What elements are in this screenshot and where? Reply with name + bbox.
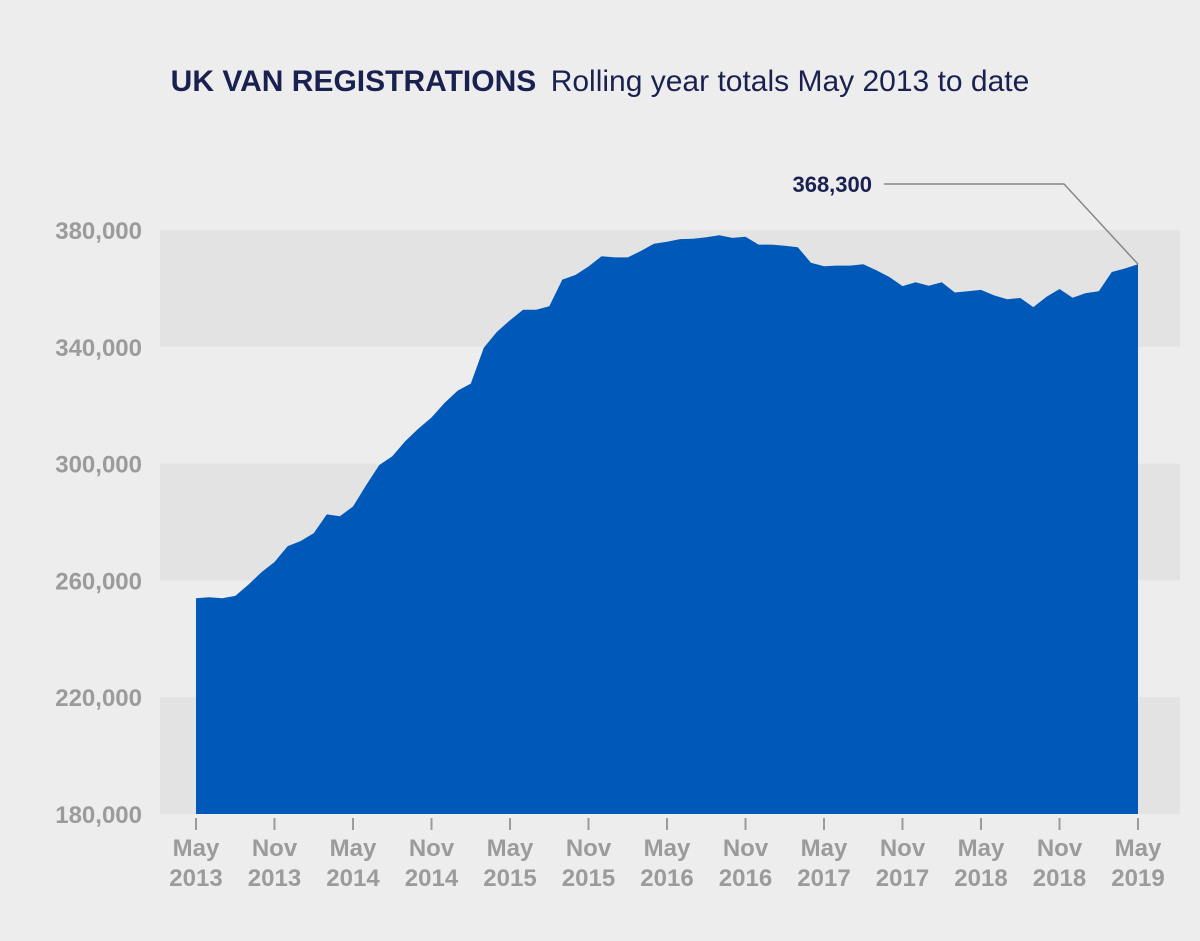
chart-title: UK VAN REGISTRATIONS [171, 65, 537, 98]
y-tick-label: 380,000 [55, 218, 142, 245]
x-tick-label: May 2019 [1111, 835, 1164, 892]
annotation-label: 368,300 [792, 172, 872, 197]
y-tick-label: 180,000 [55, 802, 142, 829]
annotations: 368,300 [792, 172, 1139, 265]
x-tick-label: Nov 2017 [876, 835, 929, 892]
x-tick-label: May 2018 [954, 835, 1007, 892]
x-tick-label: May 2014 [326, 835, 380, 892]
x-tick-label: Nov 2018 [1033, 835, 1086, 892]
x-tick-label: May 2016 [640, 835, 693, 892]
x-tick-label: Nov 2014 [405, 835, 459, 892]
y-tick-label: 300,000 [55, 452, 142, 479]
x-tick-label: May 2017 [797, 835, 850, 892]
y-tick-label: 260,000 [55, 568, 142, 595]
y-tick-label: 340,000 [55, 335, 142, 362]
annotation-leader-line [884, 183, 1139, 265]
y-tick-label: 220,000 [55, 685, 142, 712]
x-axis-ticks: May 2013 Nov 2013 May 2014 Nov 2014 May 2015 Nov 20… [169, 818, 1165, 892]
x-tick-label: Nov 2016 [719, 835, 772, 892]
area-series [196, 235, 1138, 815]
x-tick-label: May 2013 [169, 835, 222, 892]
y-axis-ticks: 380,000 340,000 300,000 260,000 220,000 180,0… [55, 218, 142, 829]
chart-subtitle: Rolling year totals May 2013 to date [551, 65, 1030, 98]
x-tick-label: Nov 2015 [562, 835, 615, 892]
x-tick-label: Nov 2013 [248, 835, 301, 892]
chart-title-line: UK VAN REGISTRATIONS Rolling year totals… [171, 65, 1030, 98]
x-tick-label: May 2015 [483, 835, 536, 892]
